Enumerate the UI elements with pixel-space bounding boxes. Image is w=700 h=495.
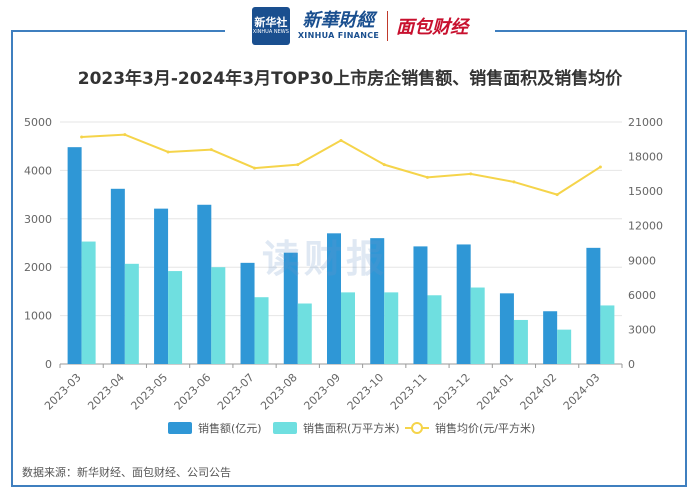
y-left-tick-label: 3000 [24, 213, 52, 226]
bar [283, 252, 298, 364]
legend-label: 销售额(亿元) [198, 421, 262, 435]
xinhua-logo-icon: 新华社 XINHUA NEWS [251, 7, 290, 45]
watermark: 读财报 [262, 237, 389, 281]
y-left-tick-label: 5000 [24, 116, 52, 129]
bar [124, 263, 139, 364]
x-tick-label: 2023-08 [258, 371, 300, 413]
line-point [80, 135, 84, 139]
bar [254, 297, 269, 364]
y-right-tick-label: 3000 [628, 323, 656, 336]
legend-label: 销售面积(万平方米) [303, 421, 400, 435]
bar [557, 329, 572, 364]
logo-divider [387, 11, 389, 41]
x-tick-label: 2023-11 [388, 371, 430, 413]
bar [470, 287, 485, 364]
line-point [166, 150, 170, 154]
x-tick-label: 2023-12 [431, 371, 473, 413]
bar [586, 247, 601, 364]
x-tick-label: 2023-06 [172, 371, 214, 413]
legend-swatch [168, 422, 192, 434]
bar [110, 188, 125, 364]
bar [197, 204, 212, 364]
y-right-tick-label: 21000 [628, 116, 663, 129]
bar [499, 293, 514, 364]
line-point [598, 165, 602, 169]
bar [81, 241, 96, 364]
bar [600, 305, 615, 364]
bar [67, 147, 82, 364]
logo-box-line1: 新华社 [254, 16, 288, 29]
bar [427, 295, 442, 364]
source-note: 数据来源：新华财经、面包财经、公司公告 [22, 466, 231, 479]
line-point [296, 163, 300, 167]
xinhua-finance-logo: 新華財經 XINHUA FINANCE [298, 12, 379, 40]
bar [168, 271, 183, 364]
bar [543, 311, 558, 364]
logo-box-line2: XINHUA NEWS [252, 29, 289, 35]
bar [384, 292, 399, 364]
bar [240, 262, 255, 364]
x-tick-label: 2023-05 [129, 371, 171, 413]
chart-title: 2023年3月-2024年3月TOP30上市房企销售额、销售面积及销售均价 [77, 69, 623, 89]
line-point [425, 175, 429, 179]
y-left-tick-label: 1000 [24, 310, 52, 323]
legend-swatch [273, 422, 297, 434]
line-point [253, 166, 257, 170]
bar [327, 233, 341, 364]
x-tick-label: 2023-10 [345, 371, 387, 413]
y-right-tick-label: 0 [628, 358, 635, 371]
y-right-tick-label: 12000 [628, 220, 663, 233]
line-point [123, 133, 127, 137]
x-tick-label: 2023-03 [42, 371, 84, 413]
y-left-tick-label: 4000 [24, 164, 52, 177]
brand-cn: 新華財經 [302, 10, 375, 31]
mianbao-logo: 面包财经 [396, 17, 469, 38]
bar [370, 238, 385, 364]
bar [513, 319, 528, 364]
y-left-tick-label: 0 [45, 358, 52, 371]
bar [154, 208, 169, 364]
line-point [339, 138, 343, 142]
x-tick-label: 2023-04 [85, 371, 127, 413]
x-tick-label: 2023-09 [301, 371, 343, 413]
line-point [382, 163, 386, 167]
x-tick-label: 2024-03 [561, 371, 603, 413]
logo-header: 新华社 XINHUA NEWS 新華財經 XINHUA FINANCE 面包财经 [225, 4, 495, 48]
x-tick-label: 2024-01 [474, 371, 516, 413]
line-point [512, 180, 516, 184]
x-tick-label: 2023-07 [215, 371, 257, 413]
line-point [209, 148, 213, 152]
bar [413, 246, 428, 364]
x-tick-label: 2024-02 [518, 371, 560, 413]
line-point [469, 172, 473, 176]
brand-en: XINHUA FINANCE [297, 31, 380, 40]
bar [297, 303, 312, 364]
legend-swatch-marker [411, 422, 423, 434]
y-right-tick-label: 9000 [628, 254, 656, 267]
line-point [555, 193, 559, 197]
bar [456, 244, 471, 364]
y-left-tick-label: 2000 [24, 261, 52, 274]
bar [341, 292, 355, 364]
legend-label: 销售均价(元/平方米) [435, 421, 535, 435]
y-right-tick-label: 6000 [628, 289, 656, 302]
y-right-tick-label: 15000 [628, 185, 663, 198]
y-right-tick-label: 18000 [628, 151, 663, 164]
bar [211, 267, 226, 364]
line-series-price [81, 133, 601, 196]
